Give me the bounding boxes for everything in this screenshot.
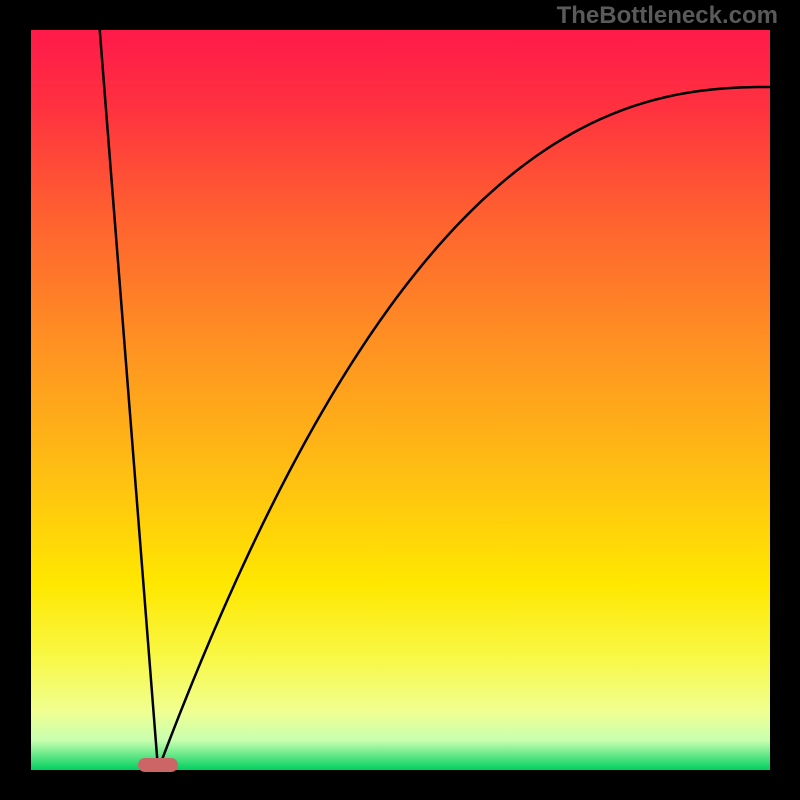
chart-container: TheBottleneck.com (0, 0, 800, 800)
gradient-background (31, 30, 770, 770)
sweet-spot-marker (138, 758, 178, 772)
watermark-text: TheBottleneck.com (557, 2, 778, 30)
bottleneck-chart (31, 30, 770, 770)
